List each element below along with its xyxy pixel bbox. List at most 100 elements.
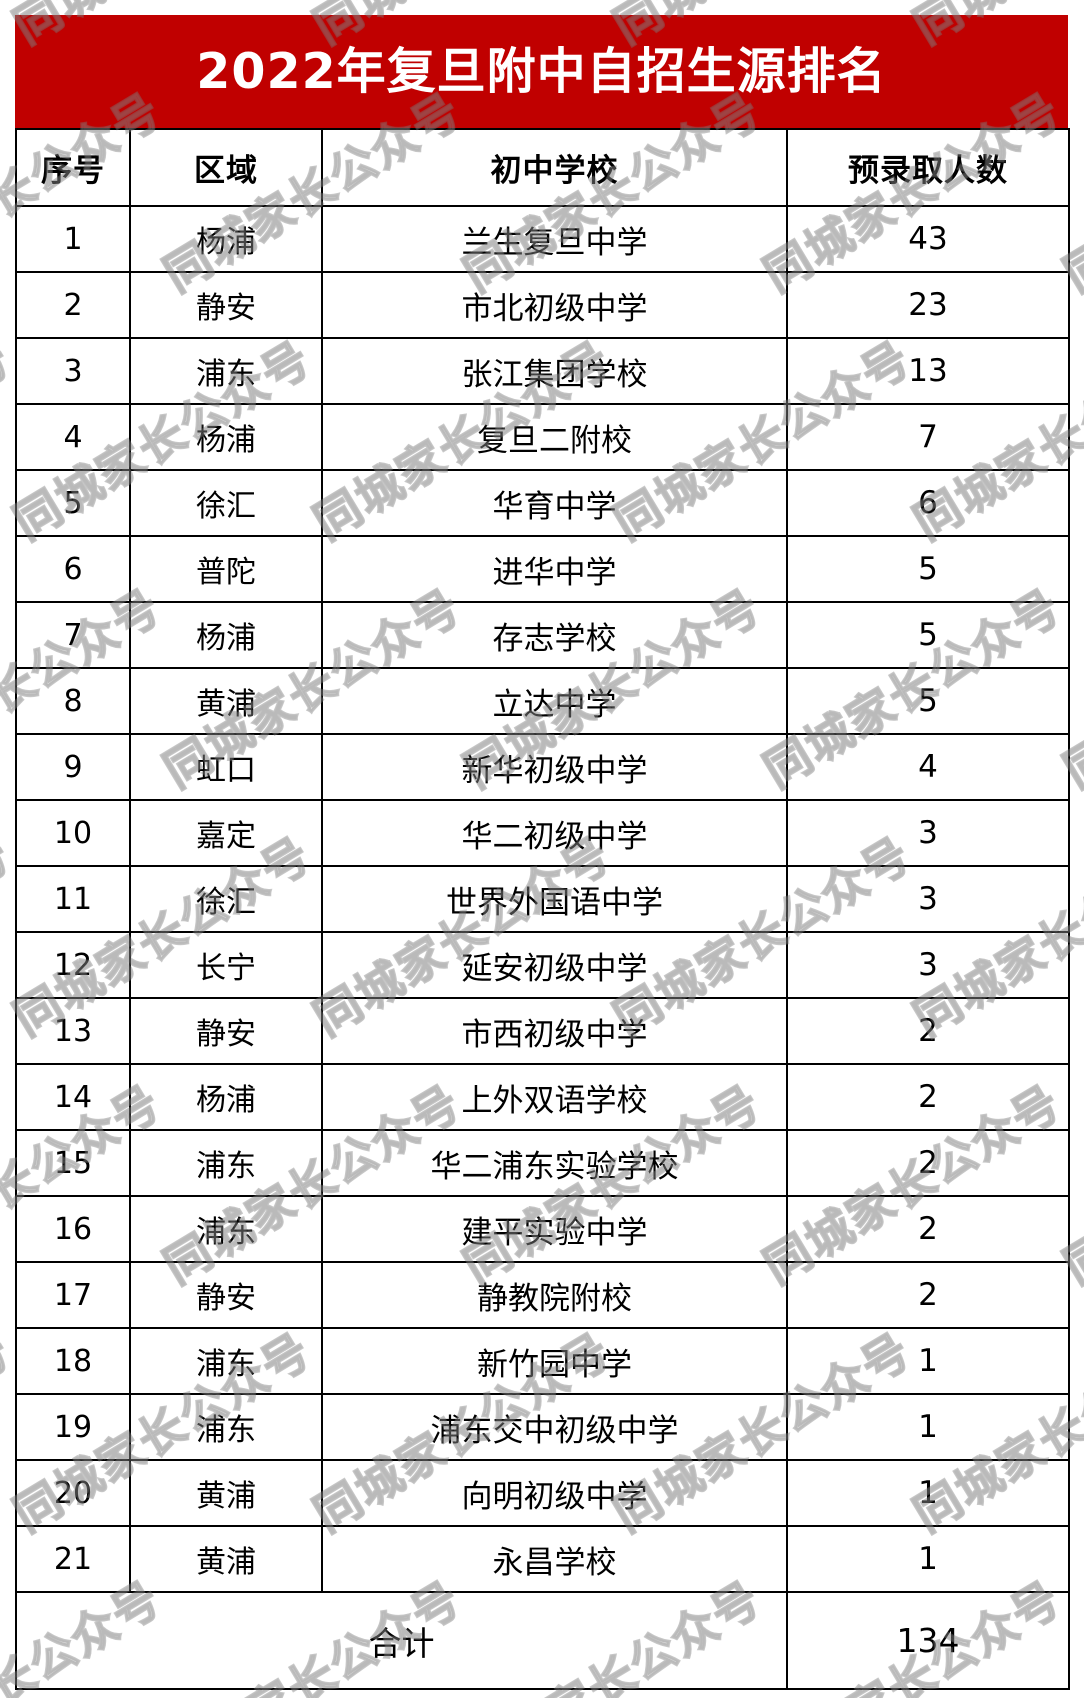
table-footer: 合计 134 <box>15 1591 1070 1690</box>
cell-rank: 15 <box>15 1129 131 1197</box>
cell-rank: 21 <box>15 1525 131 1593</box>
cell-admitted-count: 2 <box>786 997 1070 1065</box>
total-value: 134 <box>786 1591 1070 1690</box>
cell-admitted-count: 1 <box>786 1525 1070 1593</box>
ranking-table-container: 2022年复旦附中自招生源排名 序号 区域 初中学校 预录取人数 1 杨浦 兰生复旦… <box>15 15 1070 1690</box>
cell-school-name: 立达中学 <box>321 667 788 735</box>
cell-school-name: 建平实验中学 <box>321 1195 788 1263</box>
cell-admitted-count: 2 <box>786 1195 1070 1263</box>
cell-district: 黄浦 <box>129 1459 323 1527</box>
header-row: 序号 区域 初中学校 预录取人数 <box>15 128 1070 207</box>
cell-district: 浦东 <box>129 1129 323 1197</box>
table-row: 8 黄浦 立达中学 5 <box>15 667 1070 735</box>
cell-school-name: 华二浦东实验学校 <box>321 1129 788 1197</box>
table-row: 3 浦东 张江集团学校 13 <box>15 337 1070 405</box>
cell-school-name: 兰生复旦中学 <box>321 205 788 273</box>
cell-admitted-count: 4 <box>786 733 1070 801</box>
cell-admitted-count: 5 <box>786 535 1070 603</box>
cell-school-name: 上外双语学校 <box>321 1063 788 1131</box>
cell-district: 虹口 <box>129 733 323 801</box>
column-header-seq: 序号 <box>15 128 131 207</box>
cell-school-name: 浦东交中初级中学 <box>321 1393 788 1461</box>
cell-rank: 18 <box>15 1327 131 1395</box>
cell-school-name: 进华中学 <box>321 535 788 603</box>
table-row: 9 虹口 新华初级中学 4 <box>15 733 1070 801</box>
column-header-district: 区域 <box>129 128 323 207</box>
cell-school-name: 永昌学校 <box>321 1525 788 1593</box>
table-row: 10 嘉定 华二初级中学 3 <box>15 799 1070 867</box>
cell-district: 杨浦 <box>129 1063 323 1131</box>
cell-school-name: 存志学校 <box>321 601 788 669</box>
cell-admitted-count: 43 <box>786 205 1070 273</box>
table-row: 2 静安 市北初级中学 23 <box>15 271 1070 339</box>
table-row: 4 杨浦 复旦二附校 7 <box>15 403 1070 471</box>
cell-school-name: 复旦二附校 <box>321 403 788 471</box>
cell-admitted-count: 2 <box>786 1063 1070 1131</box>
cell-district: 嘉定 <box>129 799 323 867</box>
cell-rank: 5 <box>15 469 131 537</box>
cell-rank: 11 <box>15 865 131 933</box>
cell-district: 静安 <box>129 1261 323 1329</box>
cell-district: 普陀 <box>129 535 323 603</box>
cell-school-name: 新竹园中学 <box>321 1327 788 1395</box>
cell-school-name: 新华初级中学 <box>321 733 788 801</box>
cell-rank: 13 <box>15 997 131 1065</box>
cell-admitted-count: 3 <box>786 865 1070 933</box>
cell-district: 浦东 <box>129 1327 323 1395</box>
cell-admitted-count: 7 <box>786 403 1070 471</box>
cell-district: 黄浦 <box>129 1525 323 1593</box>
cell-admitted-count: 6 <box>786 469 1070 537</box>
cell-school-name: 市西初级中学 <box>321 997 788 1065</box>
table-row: 12 长宁 延安初级中学 3 <box>15 931 1070 999</box>
column-header-count: 预录取人数 <box>786 128 1070 207</box>
total-label: 合计 <box>15 1591 788 1690</box>
cell-rank: 14 <box>15 1063 131 1131</box>
cell-admitted-count: 1 <box>786 1393 1070 1461</box>
cell-rank: 1 <box>15 205 131 273</box>
cell-district: 静安 <box>129 997 323 1065</box>
table-row: 11 徐汇 世界外国语中学 3 <box>15 865 1070 933</box>
table-row: 21 黄浦 永昌学校 1 <box>15 1525 1070 1593</box>
cell-school-name: 世界外国语中学 <box>321 865 788 933</box>
cell-admitted-count: 5 <box>786 601 1070 669</box>
cell-rank: 6 <box>15 535 131 603</box>
cell-rank: 7 <box>15 601 131 669</box>
cell-rank: 3 <box>15 337 131 405</box>
cell-school-name: 华二初级中学 <box>321 799 788 867</box>
cell-school-name: 延安初级中学 <box>321 931 788 999</box>
cell-district: 静安 <box>129 271 323 339</box>
total-row: 合计 134 <box>15 1591 1070 1690</box>
cell-rank: 2 <box>15 271 131 339</box>
cell-rank: 12 <box>15 931 131 999</box>
table-row: 19 浦东 浦东交中初级中学 1 <box>15 1393 1070 1461</box>
cell-rank: 19 <box>15 1393 131 1461</box>
cell-admitted-count: 1 <box>786 1459 1070 1527</box>
cell-rank: 17 <box>15 1261 131 1329</box>
cell-district: 长宁 <box>129 931 323 999</box>
cell-rank: 4 <box>15 403 131 471</box>
cell-rank: 16 <box>15 1195 131 1263</box>
cell-admitted-count: 3 <box>786 799 1070 867</box>
table-row: 13 静安 市西初级中学 2 <box>15 997 1070 1065</box>
cell-admitted-count: 2 <box>786 1129 1070 1197</box>
cell-district: 徐汇 <box>129 469 323 537</box>
cell-rank: 8 <box>15 667 131 735</box>
table-body: 1 杨浦 兰生复旦中学 43 2 静安 市北初级中学 23 3 浦东 张江集团学校 13 4 杨浦 复旦二附… <box>15 205 1070 1593</box>
column-header-school: 初中学校 <box>321 128 788 207</box>
cell-school-name: 市北初级中学 <box>321 271 788 339</box>
table-header: 序号 区域 初中学校 预录取人数 <box>15 128 1070 207</box>
cell-school-name: 张江集团学校 <box>321 337 788 405</box>
cell-district: 杨浦 <box>129 601 323 669</box>
cell-rank: 10 <box>15 799 131 867</box>
cell-district: 杨浦 <box>129 205 323 273</box>
cell-district: 黄浦 <box>129 667 323 735</box>
ranking-table: 序号 区域 初中学校 预录取人数 1 杨浦 兰生复旦中学 43 2 静安 市北初级中学 23 3… <box>15 128 1070 1690</box>
table-row: 14 杨浦 上外双语学校 2 <box>15 1063 1070 1131</box>
cell-school-name: 向明初级中学 <box>321 1459 788 1527</box>
table-row: 20 黄浦 向明初级中学 1 <box>15 1459 1070 1527</box>
cell-school-name: 静教院附校 <box>321 1261 788 1329</box>
cell-rank: 9 <box>15 733 131 801</box>
cell-district: 浦东 <box>129 1393 323 1461</box>
cell-admitted-count: 23 <box>786 271 1070 339</box>
